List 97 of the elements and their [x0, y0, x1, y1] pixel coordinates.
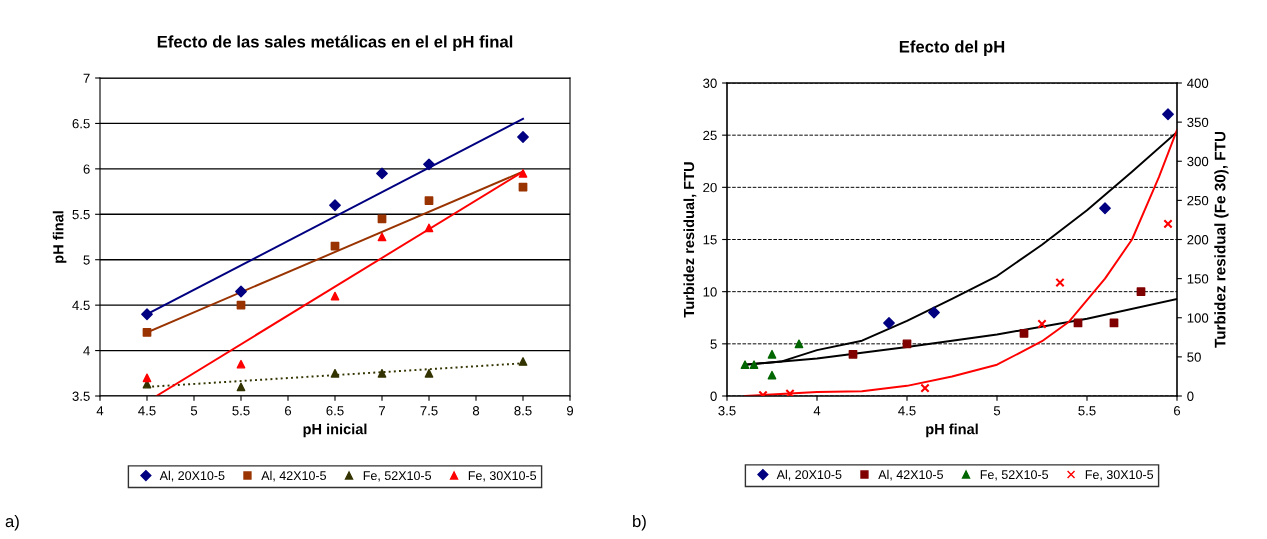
- y-tick-label: 7: [83, 73, 90, 83]
- y2-tick-label: 350: [1187, 117, 1209, 128]
- point: [142, 328, 152, 337]
- point: [376, 167, 388, 180]
- text: b): [633, 514, 646, 531]
- y2-tick-label: 250: [1187, 195, 1209, 206]
- point: [928, 306, 940, 319]
- x-tick-label: 6.5: [326, 406, 344, 416]
- legend-label: Al, 42X10-5: [878, 469, 944, 481]
- x-tick-label: 9: [566, 406, 574, 416]
- point: [377, 368, 387, 378]
- point: [377, 232, 387, 242]
- y-tick-label: 20: [703, 182, 717, 193]
- y-tick-label: 30: [703, 78, 717, 88]
- point: [785, 388, 795, 396]
- x-tick-label: 8.5: [514, 406, 532, 416]
- point: [1099, 202, 1111, 215]
- x-tick-label: 4.5: [138, 406, 156, 416]
- y-tick-label: 10: [703, 287, 717, 297]
- point: [767, 349, 777, 359]
- point: [330, 368, 340, 378]
- legend-label: Fe, 52X10-5: [363, 471, 432, 482]
- point: [1037, 319, 1047, 329]
- text: a): [5, 514, 19, 531]
- point: [330, 291, 340, 301]
- point: [794, 339, 804, 349]
- legend-label: Fe, 30X10-5: [1085, 470, 1154, 481]
- y2-tick-label: 300: [1187, 156, 1209, 167]
- point: [236, 359, 246, 369]
- x-tick-label: 8: [472, 406, 480, 416]
- x-tick-label: 7: [379, 406, 386, 416]
- x-tick-label: 6: [1174, 406, 1181, 416]
- legend-label: Fe, 52X10-5: [980, 470, 1049, 481]
- y-tick-label: 6.5: [72, 119, 90, 129]
- y2-tick-label: 100: [1187, 313, 1209, 323]
- x-tick-label: 5.5: [232, 406, 250, 416]
- legend-label: Al, 20X10-5: [776, 469, 842, 481]
- y-axis-title: Turbidez residual, FTU: [683, 162, 697, 318]
- y2-tick-label: 0: [1187, 391, 1194, 401]
- x-tick-label: 5: [190, 406, 198, 416]
- point: [236, 382, 246, 392]
- y-tick-label: 6: [83, 164, 90, 174]
- x-tick-label: 4.5: [898, 406, 916, 416]
- x-axis-title: pH final: [926, 423, 978, 438]
- y-tick-label: 25: [703, 130, 717, 141]
- point: [749, 360, 759, 370]
- point: [424, 196, 434, 206]
- y2-axis-title: Turbidez residual (Fe 30), FTU: [1214, 131, 1229, 348]
- legend-label: Al, 20X10-5: [159, 470, 225, 482]
- y2-tick-label: 200: [1187, 235, 1209, 245]
- y-tick-label: 5: [710, 339, 717, 349]
- point: [740, 360, 750, 370]
- x-tick-label: 4: [96, 406, 104, 416]
- chart-title: Efecto del pH: [899, 40, 1005, 56]
- y2-tick-label: 400: [1187, 78, 1209, 88]
- point: [329, 199, 341, 212]
- point: [236, 300, 246, 310]
- point: [1136, 287, 1146, 297]
- point: [902, 339, 912, 349]
- x-tick-label: 3.5: [718, 406, 736, 416]
- x-tick-label: 4: [813, 406, 821, 416]
- point: [1019, 329, 1029, 338]
- point: [1162, 108, 1174, 121]
- y-tick-label: 3.5: [72, 391, 90, 401]
- point: [424, 223, 434, 233]
- point: [1055, 277, 1065, 288]
- x-axis-title: pH inicial: [303, 423, 367, 438]
- point: [518, 357, 528, 366]
- y-tick-label: 5: [83, 255, 90, 265]
- point: [377, 214, 387, 224]
- x-tick-label: 6: [285, 406, 292, 416]
- point: [142, 373, 152, 383]
- point: [517, 131, 529, 143]
- legend-label: Al, 42X10-5: [261, 470, 327, 482]
- point: [141, 308, 153, 321]
- point: [848, 349, 858, 359]
- point: [920, 383, 930, 393]
- y-tick-label: 0: [710, 391, 717, 401]
- point: [1163, 219, 1173, 229]
- point: [518, 169, 528, 178]
- point: [767, 370, 777, 380]
- chart-title: Efecto de las sales metálicas en el el pH final: [157, 35, 513, 51]
- legend-label: Fe, 30X10-5: [468, 471, 537, 482]
- y2-tick-label: 50: [1187, 352, 1201, 362]
- point: [235, 285, 247, 298]
- y-axis-title: pH final: [52, 211, 67, 263]
- y-tick-label: 15: [703, 235, 717, 245]
- x-tick-label: 5.5: [1078, 406, 1096, 416]
- y-tick-label: 4.5: [72, 300, 90, 311]
- point: [883, 317, 895, 329]
- y-tick-label: 5.5: [72, 209, 90, 220]
- x-tick-label: 7.5: [420, 406, 438, 416]
- y-tick-label: 4: [83, 346, 90, 356]
- point: [423, 158, 435, 171]
- x-tick-label: 5: [993, 406, 1001, 416]
- point: [424, 368, 434, 378]
- y2-tick-label: 150: [1187, 274, 1209, 284]
